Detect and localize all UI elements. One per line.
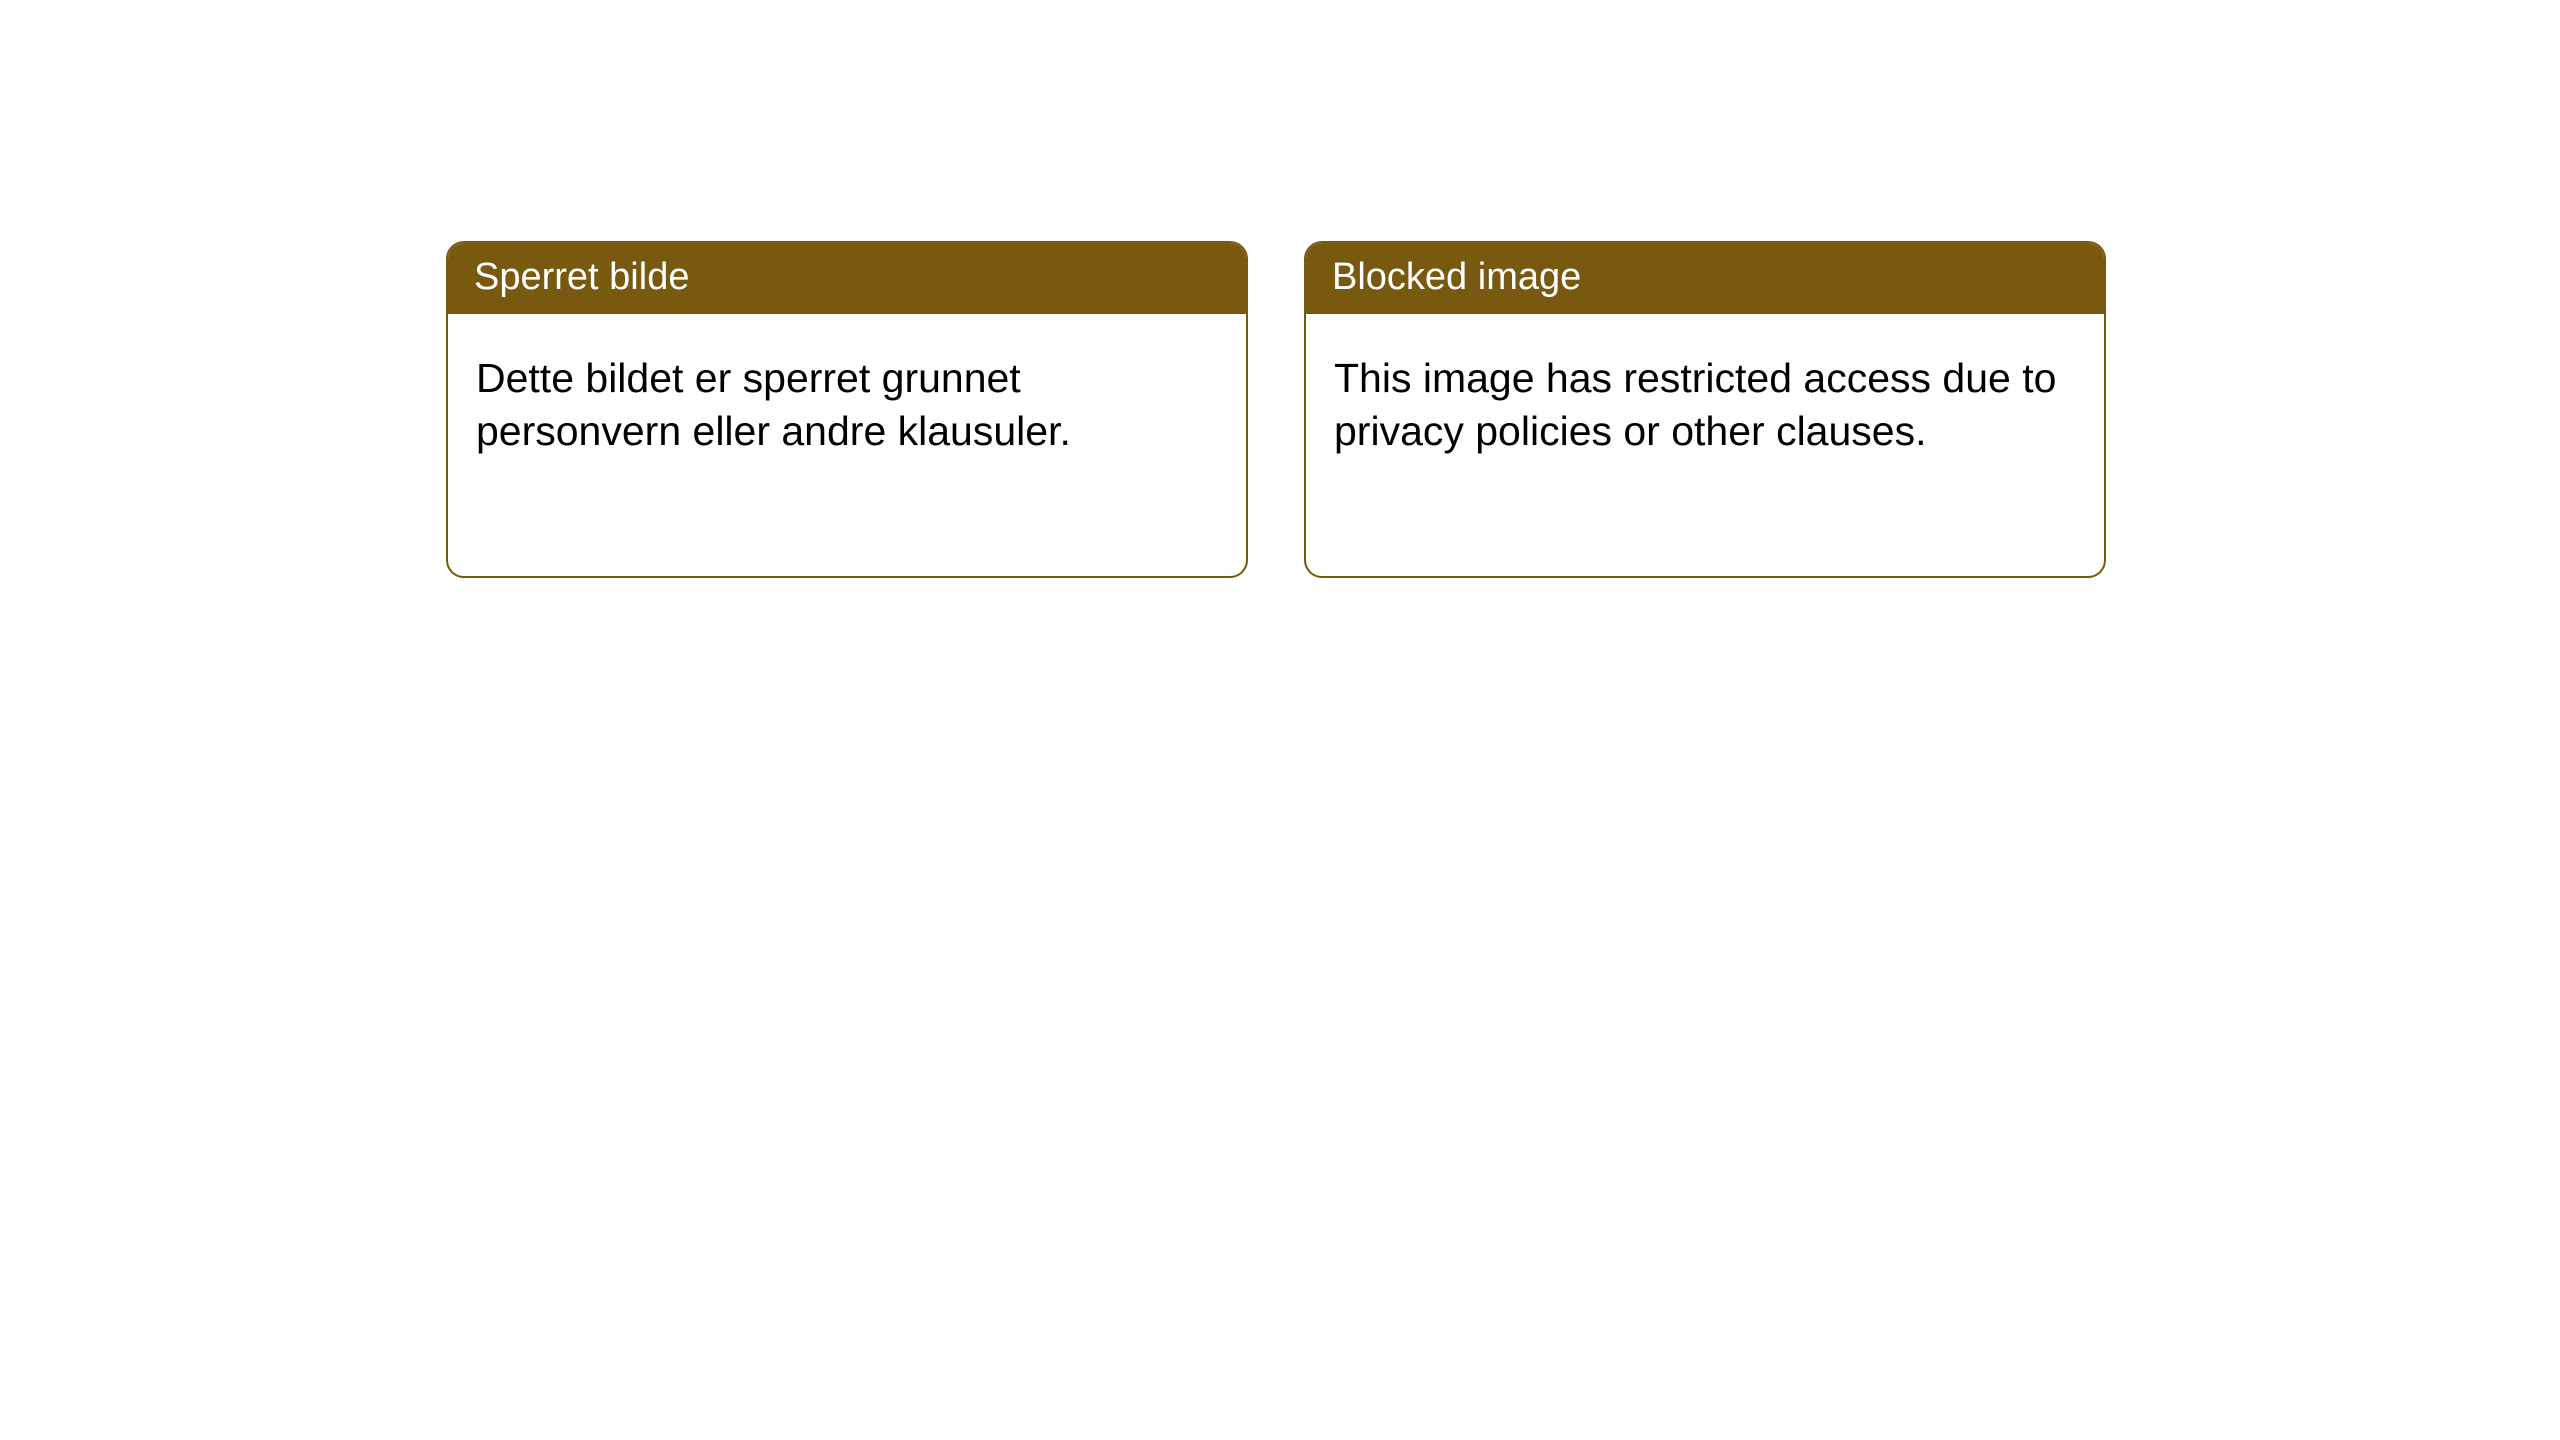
blocked-image-card-no: Sperret bilde Dette bildet er sperret gr…: [446, 241, 1248, 578]
card-title: Blocked image: [1306, 243, 2104, 314]
card-title: Sperret bilde: [448, 243, 1246, 314]
card-body-text: This image has restricted access due to …: [1306, 314, 2104, 495]
blocked-image-card-en: Blocked image This image has restricted …: [1304, 241, 2106, 578]
notice-container: Sperret bilde Dette bildet er sperret gr…: [0, 0, 2560, 578]
card-body-text: Dette bildet er sperret grunnet personve…: [448, 314, 1246, 495]
